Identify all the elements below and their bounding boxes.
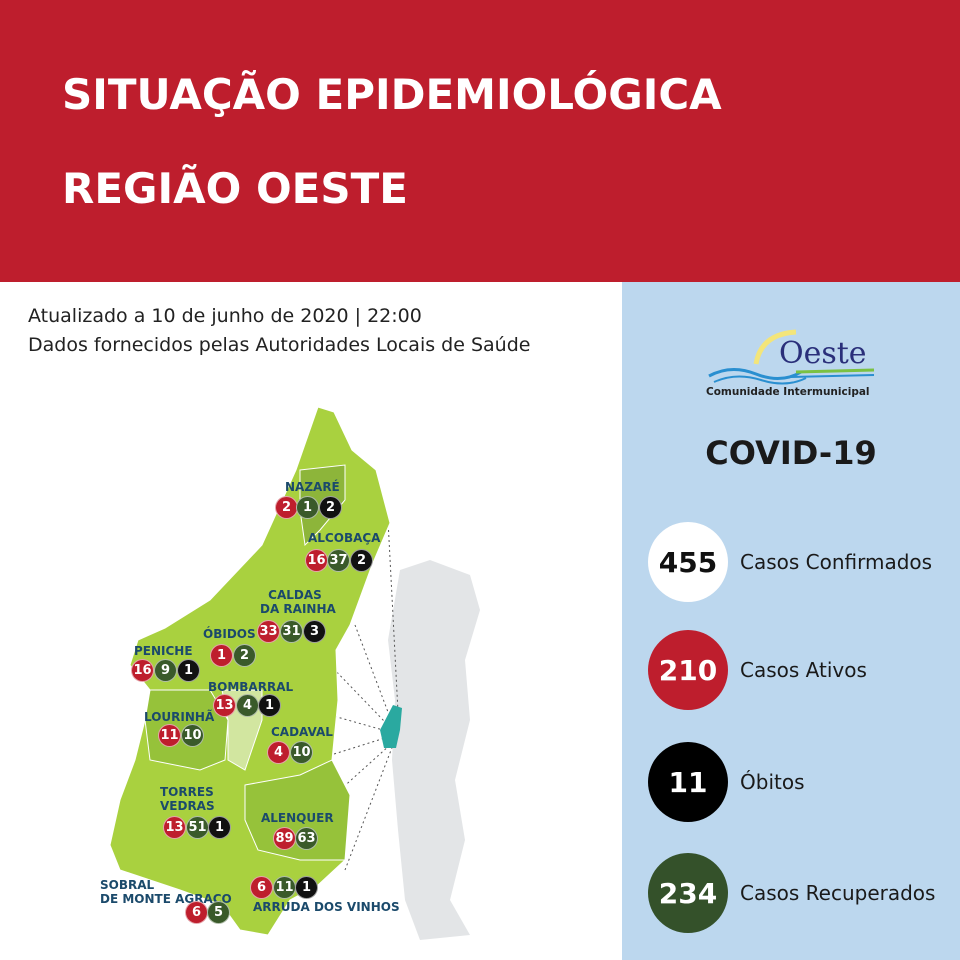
header-banner: SITUAÇÃO EPIDEMIOLÓGICA REGIÃO OESTE [0,0,960,282]
active-count: 1 [210,644,233,667]
recovered-count: 4 [236,694,259,717]
deaths-count: 2 [350,549,373,572]
stat-active: 210 Casos Ativos [648,630,958,710]
label-torres-vedras: TORRES VEDRAS [160,785,215,813]
active-count: 6 [185,901,208,924]
label-line: DA RAINHA [260,602,336,616]
alenquer-area [244,759,351,861]
label-peniche: PENICHE [134,644,193,658]
stat-recovered: 234 Casos Recuperados [648,853,958,933]
active-count: 13 [163,816,186,839]
label-line: CALDAS [268,588,322,602]
recovered-count: 63 [295,827,318,850]
deaths-label: Óbitos [740,770,805,794]
recovered-count: 10 [181,724,204,747]
region-map: NAZARÉ 2 1 2 ALCOBAÇA 16 37 2 CALDAS DA R… [0,380,620,960]
deaths-count: 3 [303,620,326,643]
recovered-count: 10 [290,741,313,764]
label-lourinha: LOURINHÃ [144,710,215,724]
deaths-total: 11 [648,742,728,822]
confirmed-count: 455 [648,522,728,602]
title-line-1: SITUAÇÃO EPIDEMIOLÓGICA [62,70,722,119]
label-bombarral: BOMBARRAL [208,680,294,694]
recovered-count: 9 [154,659,177,682]
stat-deaths: 11 Óbitos [648,742,958,822]
recovered-count: 5 [207,901,230,924]
active-total: 210 [648,630,728,710]
active-label: Casos Ativos [740,658,867,682]
logo-graphic [708,329,875,385]
updated-text: Atualizado a 10 de junho de 2020 | 22:00 [28,305,422,327]
active-count: 13 [213,694,236,717]
active-count: 6 [250,876,273,899]
map-shapes [109,406,480,940]
label-line: SOBRAL [100,878,155,892]
source-text: Dados fornecidos pelas Autoridades Locai… [28,334,531,356]
recovered-count: 31 [280,620,303,643]
region-highlight [380,705,402,748]
recovered-count: 11 [273,876,296,899]
connector-lines [314,519,399,871]
update-info: Atualizado a 10 de junho de 2020 | 22:00… [28,302,530,360]
label-line: VEDRAS [160,799,215,813]
recovered-label: Casos Recuperados [740,881,936,905]
oeste-logo: Oeste Comunidade Intermunicipal [706,324,886,404]
label-alenquer: ALENQUER [261,811,334,825]
confirmed-label: Casos Confirmados [740,550,933,574]
deaths-count: 2 [319,496,342,519]
recovered-total: 234 [648,853,728,933]
label-nazare: NAZARÉ [285,480,340,494]
recovered-count: 37 [327,549,350,572]
portugal-outline [388,560,480,940]
recovered-count: 1 [296,496,319,519]
deaths-count: 1 [208,816,231,839]
label-cadaval: CADAVAL [271,725,333,739]
logo-subtitle: Comunidade Intermunicipal [706,386,870,398]
label-obidos: ÓBIDOS [203,627,256,641]
summary-panel: Oeste Comunidade Intermunicipal COVID-19… [622,282,960,960]
deaths-count: 1 [258,694,281,717]
deaths-count: 1 [177,659,200,682]
stat-confirmed: 455 Casos Confirmados [648,522,958,602]
active-count: 4 [267,741,290,764]
logo-name: Oeste [779,336,867,371]
label-arruda-dos-vinhos: ARRUDA DOS VINHOS [253,900,400,914]
covid-title: COVID-19 [705,434,877,472]
label-caldas-da-rainha: CALDAS DA RAINHA [260,588,336,616]
active-count: 11 [158,724,181,747]
title-line-2: REGIÃO OESTE [62,164,408,213]
active-count: 33 [257,620,280,643]
active-count: 16 [305,549,328,572]
recovered-count: 51 [186,816,209,839]
active-count: 16 [131,659,154,682]
deaths-count: 1 [295,876,318,899]
active-count: 89 [273,827,296,850]
active-count: 2 [275,496,298,519]
label-line: TORRES [160,785,214,799]
label-alcobaca: ALCOBAÇA [308,531,381,545]
recovered-count: 2 [233,644,256,667]
